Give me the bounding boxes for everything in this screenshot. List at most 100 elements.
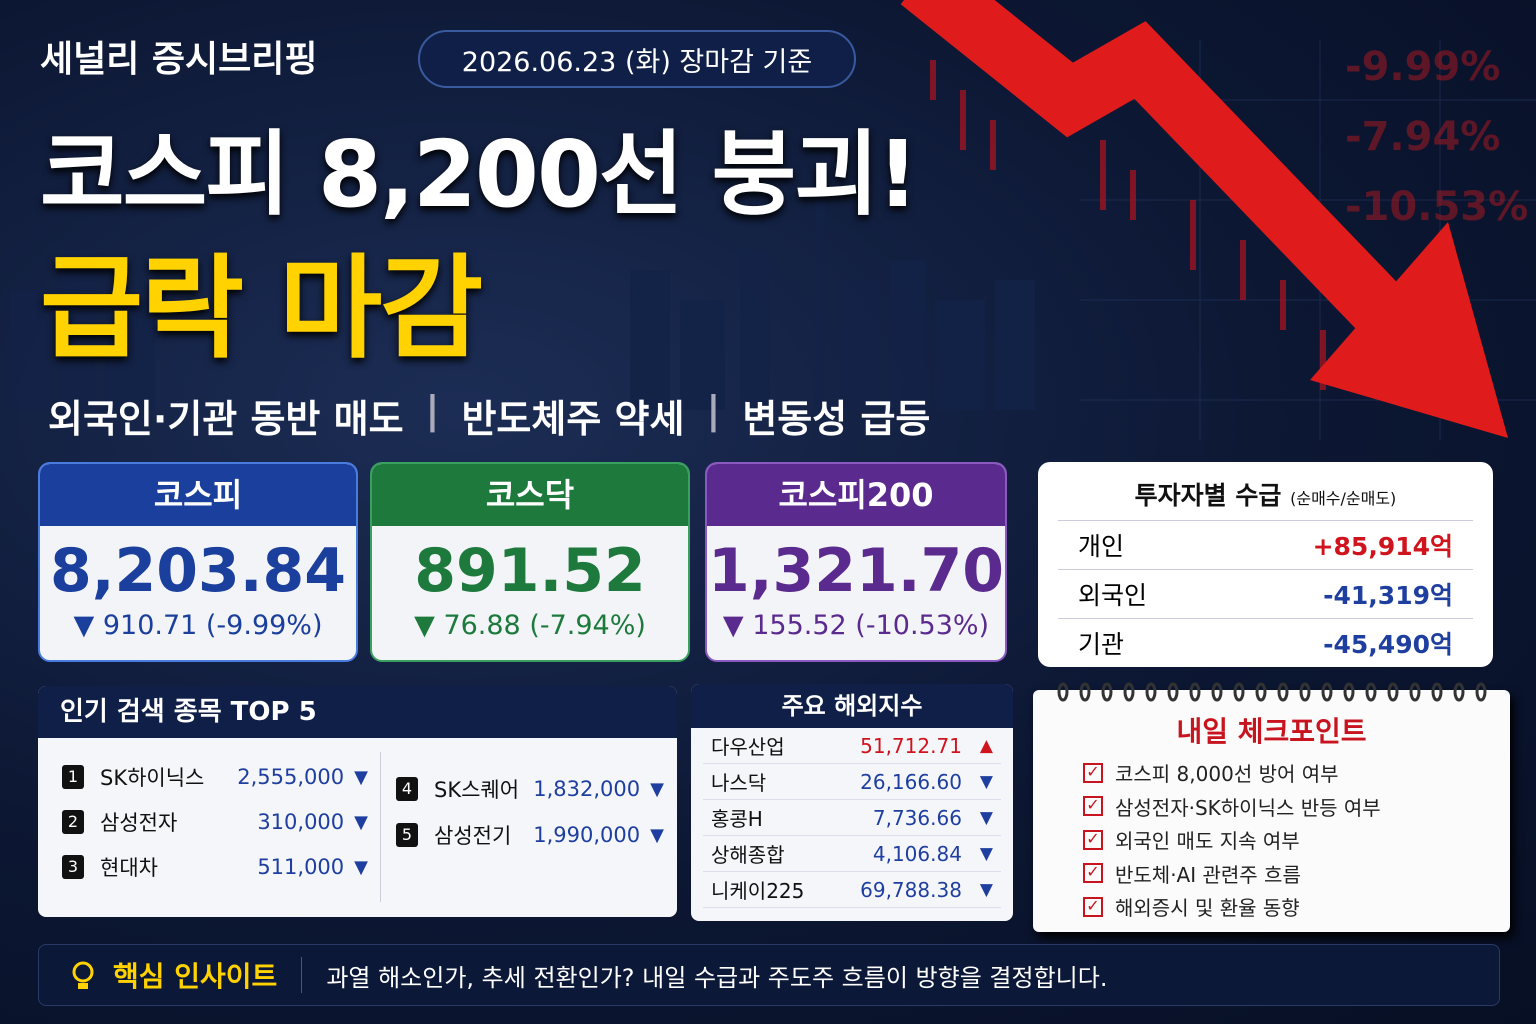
investor-value: -45,490억 (1323, 630, 1453, 659)
global-name: 상해종합 (711, 843, 785, 867)
index-change: ▼ 76.88 (-7.94%) (414, 610, 646, 641)
checkpoint-panel: 내일 체크포인트 ✓ 코스피 8,000선 방어 여부 ✓ 삼성전자·SK하이닉스 반… (1033, 682, 1510, 932)
checkpoint-text: 코스피 8,000선 방어 여부 (1115, 762, 1339, 787)
check-icon: ✓ (1083, 762, 1103, 783)
index-value: 1,321.70 (707, 536, 1005, 606)
check-icon: ✓ (1083, 863, 1103, 884)
background-label: -7.94% (1345, 114, 1500, 160)
checkpoint-text: 해외증시 및 환율 동향 (1115, 896, 1300, 921)
checkpoint: ✓ 코스피 8,000선 방어 여부 (1033, 756, 1510, 790)
global-row: 니케이225 69,788.38 ▼ (703, 872, 1001, 908)
global-name: 나스닥 (711, 771, 767, 795)
index-name: 코스피 (40, 464, 356, 526)
rank: 5 (396, 823, 418, 847)
global-value: 69,788.38 (860, 877, 962, 902)
index-card: 코스피 8,203.84 ▼ 910.71 (-9.99%) (38, 462, 358, 662)
rank: 4 (396, 777, 418, 801)
check-icon: ✓ (1083, 896, 1103, 917)
top5-panel: 인기 검색 종목 TOP 5 1 SK하이닉스 2,555,000 ▼ 2 삼성전자 310… (38, 686, 677, 917)
headline: 코스피 8,200선 붕괴! (40, 121, 919, 228)
checkpoint: ✓ 해외증시 및 환율 동향 (1033, 890, 1510, 924)
checkpoint: ✓ 삼성전자·SK하이닉스 반등 여부 (1033, 790, 1510, 824)
check-icon: ✓ (1083, 796, 1103, 817)
index-card: 코스닥 891.52 ▼ 76.88 (-7.94%) (370, 462, 690, 662)
index-name: 코스피200 (707, 464, 1005, 526)
direction: ▼ (354, 766, 368, 788)
investor-label: 기관 (1078, 630, 1125, 659)
checkpoint-text: 반도체·AI 관련주 흐름 (1115, 862, 1301, 887)
subtitle-item: 반도체주 약세 (461, 397, 685, 441)
subtitle-item: 외국인·기관 동반 매도 (48, 397, 404, 441)
subtitle-item: 변동성 급등 (742, 397, 931, 441)
investor-panel: 투자자별 수급 (순매수/순매도) 개인 +85,914억 외국인 -41,319억… (1038, 462, 1493, 667)
global-name: 니케이225 (711, 879, 805, 903)
insight-label: 핵심 인사이트 (113, 960, 278, 993)
check-icon: ✓ (1083, 829, 1103, 850)
background-label: -10.53% (1345, 184, 1528, 230)
global-value: 7,736.66 (872, 805, 962, 830)
stock-price: 1,990,000 (533, 823, 641, 847)
headline-accent: 급락 마감 (40, 244, 483, 374)
stock-price: 310,000 (257, 810, 345, 834)
stock-name: 삼성전기 (434, 824, 512, 848)
global-value: 51,712.71 (860, 733, 962, 758)
index-value: 891.52 (414, 536, 646, 606)
global-row: 상해종합 4,106.84 ▼ (703, 836, 1001, 872)
panel-title: 내일 체크포인트 (1176, 715, 1367, 748)
rank: 1 (62, 765, 84, 789)
panel-subtitle: (순매수/순매도) (1290, 489, 1397, 508)
global-row: 홍콩H 7,736.66 ▼ (703, 800, 1001, 836)
global-name: 홍콩H (711, 807, 763, 831)
index-card: 코스피200 1,321.70 ▼ 155.52 (-10.53%) (705, 462, 1007, 662)
insight-text: 과열 해소인가, 추세 전환인가? 내일 수급과 주도주 흐름이 방향을 결정합… (326, 963, 1108, 992)
investor-label: 개인 (1078, 532, 1125, 561)
global-name: 다우산업 (711, 735, 785, 759)
global-value: 4,106.84 (872, 841, 962, 866)
direction: ▲ (979, 735, 993, 756)
direction: ▼ (979, 843, 993, 864)
brand: 세널리 증시브리핑 (40, 39, 318, 80)
stock-item: 3 현대차 511,000 ▼ (62, 852, 368, 882)
stock-item: 1 SK하이닉스 2,555,000 ▼ (62, 762, 368, 792)
direction: ▼ (354, 856, 368, 878)
direction: ▼ (354, 811, 368, 833)
checkpoint-text: 삼성전자·SK하이닉스 반등 여부 (1115, 795, 1381, 820)
stock-name: 삼성전자 (100, 811, 178, 835)
index-change: ▼ 155.52 (-10.53%) (722, 610, 990, 641)
index-name: 코스닥 (372, 464, 688, 526)
investor-value: -41,319억 (1323, 581, 1453, 610)
checkpoint-text: 외국인 매도 지속 여부 (1115, 829, 1300, 854)
checkpoint: ✓ 외국인 매도 지속 여부 (1033, 823, 1510, 857)
global-value: 26,166.60 (860, 769, 962, 794)
direction: ▼ (979, 771, 993, 792)
investor-label: 외국인 (1078, 581, 1148, 610)
insight-bar: 핵심 인사이트 과열 해소인가, 추세 전환인가? 내일 수급과 주도주 흐름이… (38, 944, 1500, 1006)
investor-value: +85,914억 (1312, 532, 1453, 561)
calendar-rings (1057, 682, 1487, 702)
date: 2026.06.23 (화) 장마감 기준 (461, 46, 813, 78)
stock-item: 5 삼성전기 1,990,000 ▼ (396, 820, 664, 850)
rank: 2 (62, 810, 84, 834)
stock-item: 2 삼성전자 310,000 ▼ (62, 807, 368, 837)
panel-title: 인기 검색 종목 TOP 5 (38, 686, 677, 738)
rank: 3 (62, 855, 84, 879)
direction: ▼ (650, 778, 664, 800)
index-value: 8,203.84 (49, 536, 347, 606)
global-row: 다우산업 51,712.71 ▲ (703, 728, 1001, 764)
bulb-icon (72, 961, 94, 989)
global-panel: 주요 해외지수 다우산업 51,712.71 ▲ 나스닥 26,166.60 ▼ 홍콩H 7,… (691, 684, 1013, 921)
stock-price: 1,832,000 (533, 777, 641, 801)
stock-item: 4 SK스퀘어 1,832,000 ▼ (396, 774, 664, 804)
background-label: -9.99% (1345, 44, 1500, 90)
stock-price: 511,000 (257, 855, 345, 879)
stock-name: SK하이닉스 (100, 766, 205, 790)
global-row: 나스닥 26,166.60 ▼ (703, 764, 1001, 800)
date-badge: 2026.06.23 (화) 장마감 기준 (418, 30, 856, 88)
index-change: ▼ 910.71 (-9.99%) (73, 610, 323, 641)
checkpoint: ✓ 반도체·AI 관련주 흐름 (1033, 857, 1510, 891)
subtitle: 외국인·기관 동반 매도 | 반도체주 약세 | 변동성 급등 (48, 388, 931, 441)
direction: ▼ (979, 807, 993, 828)
panel-title: 주요 해외지수 (691, 684, 1013, 728)
